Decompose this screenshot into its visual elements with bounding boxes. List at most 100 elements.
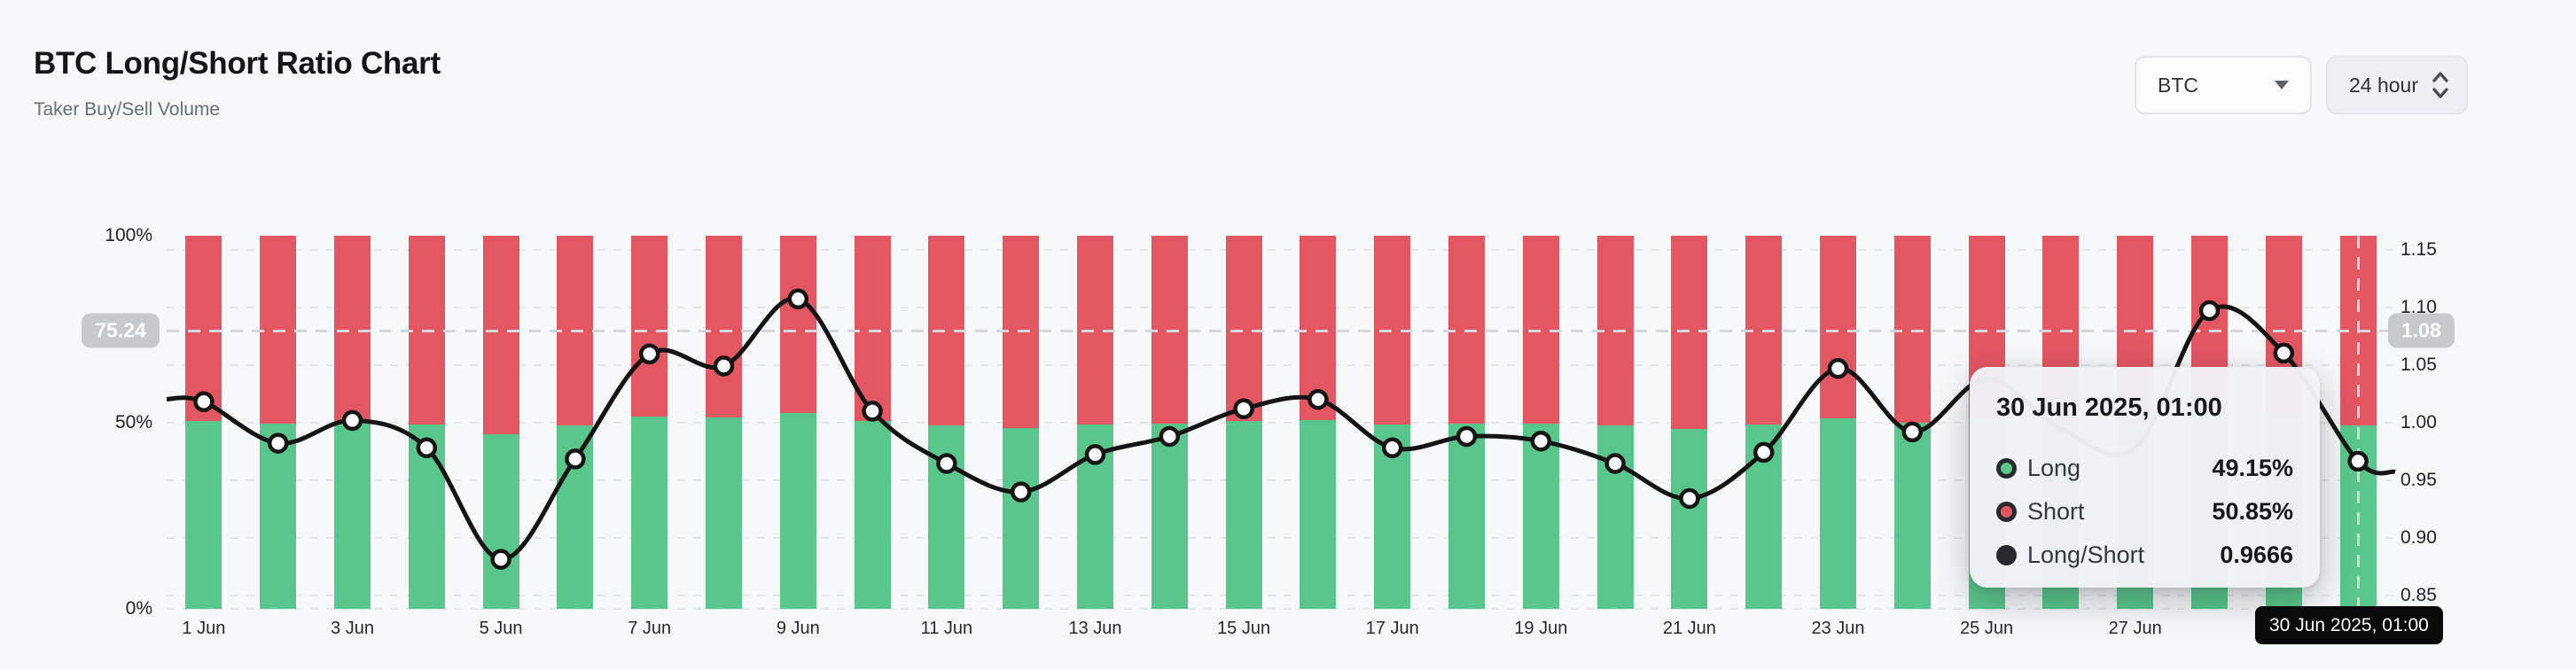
long-bar-segment	[1448, 423, 1485, 609]
long-bar-segment	[1522, 424, 1559, 609]
long-bar-segment	[1300, 420, 1337, 609]
right-axis-tick: 1.15	[2400, 239, 2437, 260]
stacked-bar-21-jun	[1671, 236, 1708, 609]
longshort-series-marker-icon	[1996, 544, 2017, 565]
x-axis-tick: 19 Jun	[1514, 619, 1568, 638]
gridline	[167, 249, 2395, 251]
chart-tooltip: 30 Jun 2025, 01:00 Long 49.15% Short 50.…	[1970, 367, 2320, 588]
stacked-bar-8-jun	[706, 236, 742, 609]
chevron-down-icon	[2275, 81, 2289, 90]
gridline	[167, 479, 2395, 481]
short-bar-segment	[1820, 236, 1856, 418]
stacked-bar-7-jun	[631, 236, 668, 609]
short-bar-segment	[1225, 236, 1262, 422]
interval-select-value: 24 hour	[2349, 73, 2419, 97]
ratio-point-marker	[193, 391, 215, 413]
right-axis-tick: 1.10	[2400, 297, 2437, 317]
ratio-point-marker	[1752, 441, 1775, 464]
ratio-point-marker	[713, 355, 735, 377]
ratio-point-marker	[2273, 342, 2295, 364]
long-bar-segment	[334, 422, 371, 609]
ratio-point-marker	[1233, 398, 1254, 420]
crosshair-date-label: 30 Jun 2025, 01:00	[2255, 606, 2443, 644]
long-bar-segment	[1820, 417, 1856, 609]
gridline	[167, 364, 2395, 366]
x-axis-tick: 13 Jun	[1068, 619, 1122, 638]
x-axis-tick: 9 Jun	[776, 619, 820, 638]
tooltip-row-short: Short 50.85%	[1996, 496, 2293, 526]
page-subtitle: Taker Buy/Sell Volume	[34, 99, 221, 120]
stacked-bar-9-jun	[779, 236, 816, 609]
ratio-point-marker	[2347, 450, 2369, 472]
right-axis-tick: 1.00	[2400, 412, 2437, 432]
stacked-bar-1-jun	[185, 236, 222, 609]
right-axis-tick: 0.90	[2400, 527, 2437, 548]
stacked-bar-23-jun	[1820, 236, 1856, 609]
stacked-bar-12-jun	[1003, 236, 1040, 609]
short-bar-segment	[706, 236, 742, 418]
ratio-point-marker	[936, 453, 957, 474]
x-axis-tick: 15 Jun	[1217, 619, 1271, 638]
right-axis-tick: 0.95	[2400, 470, 2437, 490]
ratio-point-marker	[1010, 481, 1032, 502]
ratio-point-marker	[638, 343, 660, 365]
long-bar-segment	[1225, 421, 1262, 609]
ratio-point-marker	[862, 401, 883, 422]
left-axis-tick: 100%	[105, 225, 152, 245]
x-axis-tick: 17 Jun	[1365, 619, 1419, 638]
ratio-point-marker	[1604, 453, 1626, 474]
x-axis-tick: 3 Jun	[331, 619, 374, 638]
tooltip-date: 30 Jun 2025, 01:00	[1996, 393, 2222, 422]
interval-select[interactable]: 24 hour	[2326, 56, 2468, 114]
long-bar-segment	[482, 433, 519, 609]
long-bar-segment	[1151, 423, 1188, 609]
symbol-select-value: BTC	[2158, 73, 2198, 97]
ratio-point-marker	[1381, 437, 1403, 459]
gridline	[167, 422, 2395, 424]
long-series-marker-icon	[1996, 457, 2017, 479]
ratio-point-marker	[1159, 425, 1181, 448]
page-title: BTC Long/Short Ratio Chart	[34, 46, 441, 81]
right-axis-tick: 0.85	[2400, 585, 2437, 605]
chart-controls: BTC 24 hour	[2135, 56, 2468, 114]
ratio-point-marker	[1456, 425, 1478, 448]
long-bar-segment	[854, 421, 891, 609]
short-bar-segment	[631, 236, 668, 417]
long-bar-segment	[185, 420, 222, 609]
left-axis-tick: 50%	[114, 411, 152, 432]
x-axis-tick: 25 Jun	[1960, 619, 2014, 638]
symbol-select[interactable]: BTC	[2135, 56, 2312, 114]
tooltip-row-value: 49.15%	[2212, 454, 2293, 481]
ratio-point-marker	[787, 288, 809, 310]
right-axis-tick: 1.05	[2400, 354, 2437, 375]
short-bar-segment	[1003, 236, 1040, 429]
ratio-point-marker	[1308, 388, 1329, 410]
ratio-point-marker	[1901, 421, 1924, 443]
short-bar-segment	[185, 236, 222, 421]
x-axis-tick: 11 Jun	[920, 619, 973, 638]
tooltip-row-value: 50.85%	[2212, 497, 2293, 525]
tooltip-row-label: Long/Short	[2027, 541, 2145, 568]
x-axis-tick: 23 Jun	[1811, 619, 1865, 638]
short-series-marker-icon	[1996, 501, 2017, 522]
x-axis-tick: 27 Jun	[2108, 619, 2162, 638]
long-bar-segment	[706, 417, 742, 609]
tooltip-row-label: Short	[2027, 497, 2085, 525]
stepper-updown-icon	[2432, 72, 2448, 98]
gridline-baseline	[167, 608, 2395, 610]
short-bar-segment	[779, 236, 816, 413]
tooltip-row-label: Long	[2027, 454, 2081, 481]
right-axis-hover-badge: 1.08	[2388, 313, 2455, 348]
stacked-bar-5-jun	[482, 236, 519, 609]
ratio-point-marker	[1827, 358, 1849, 379]
ratio-point-marker	[1084, 444, 1106, 465]
long-bar-segment	[260, 424, 297, 609]
ratio-point-marker	[341, 409, 363, 432]
short-bar-segment	[482, 236, 519, 434]
x-axis-tick: 1 Jun	[182, 619, 226, 638]
long-bar-segment	[1671, 428, 1708, 609]
crosshair-horizontal-line	[167, 329, 2395, 332]
stacked-bar-15-jun	[1225, 236, 1262, 609]
tooltip-row-long: Long 49.15%	[1996, 453, 2293, 483]
gridline	[167, 537, 2395, 539]
